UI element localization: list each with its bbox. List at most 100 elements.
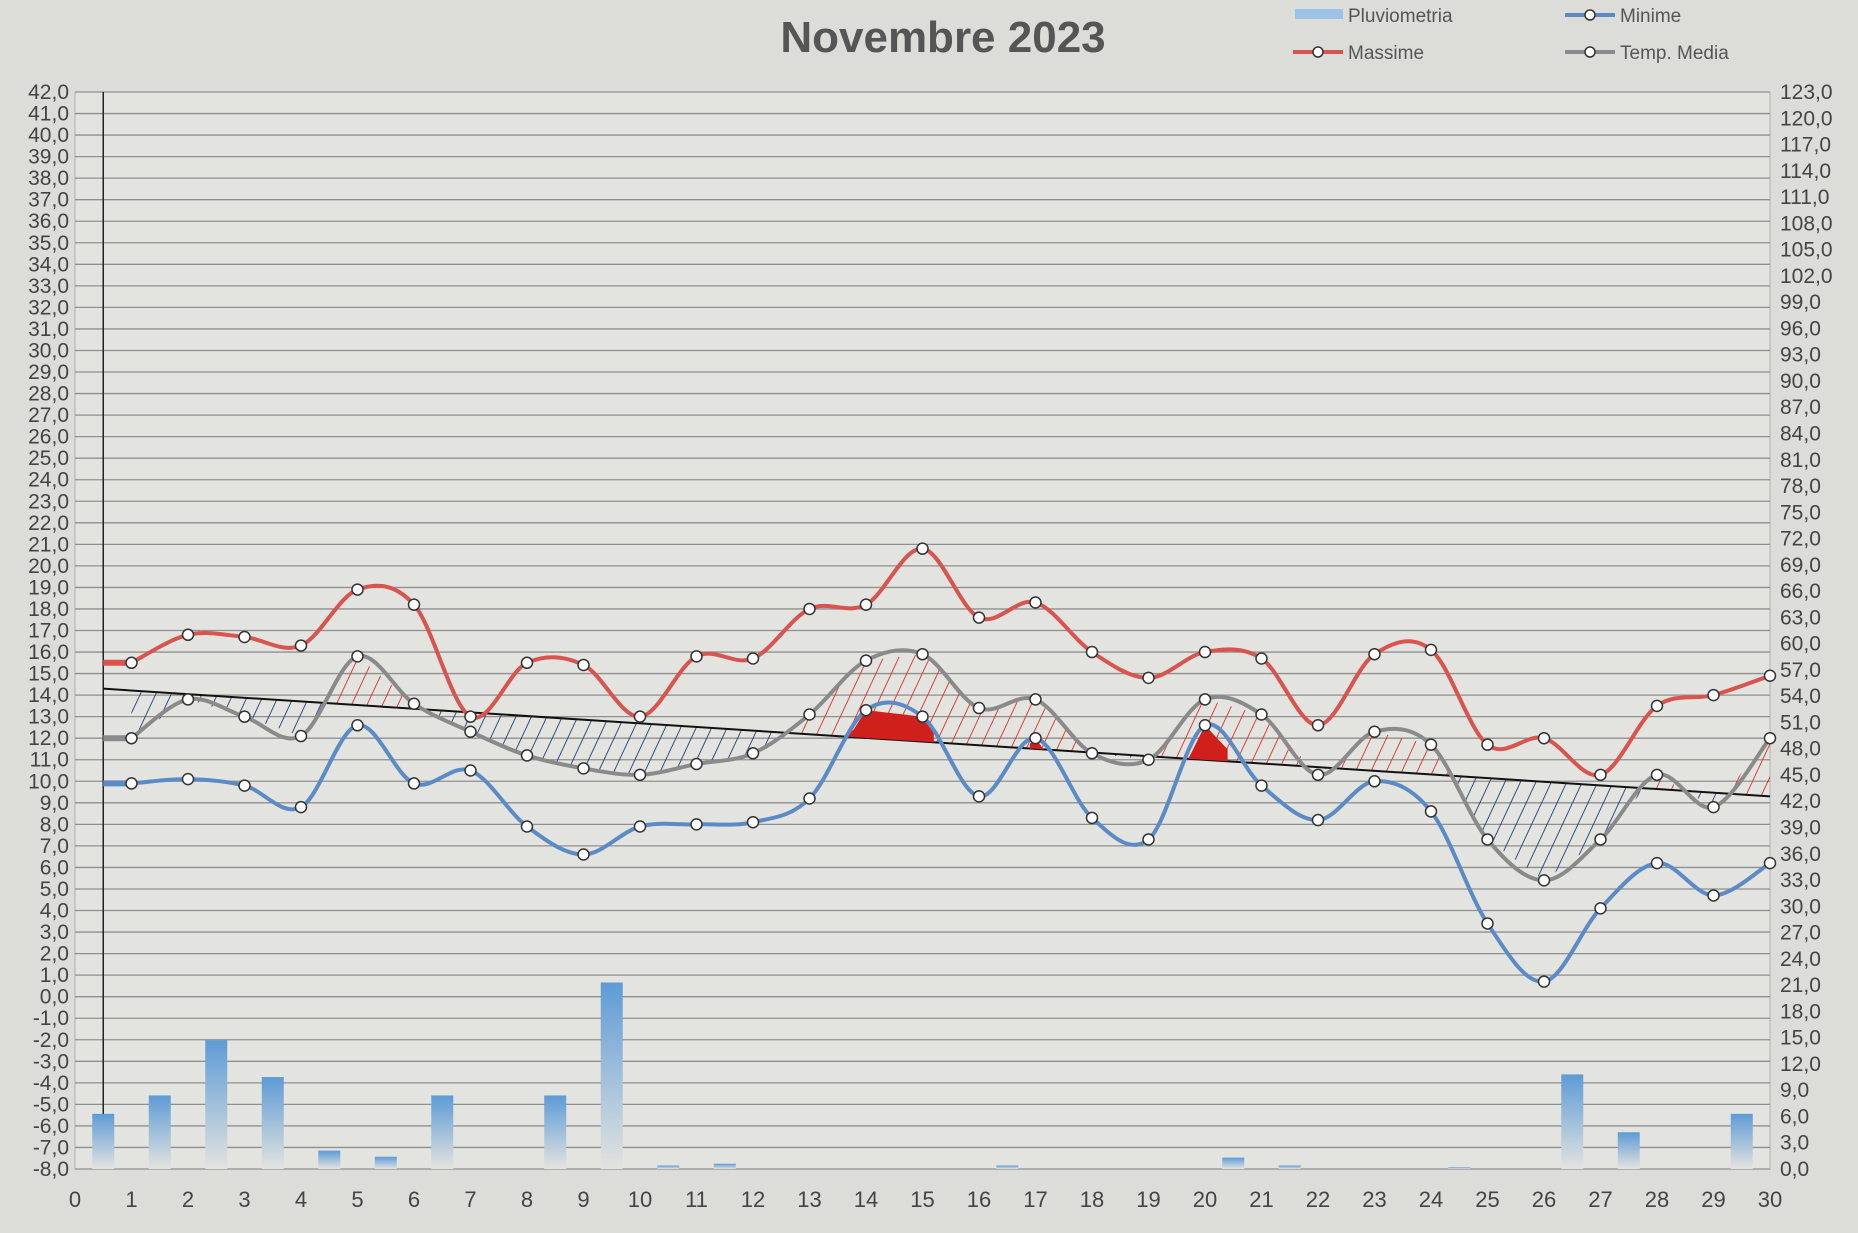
x-tick-label: 16: [967, 1187, 991, 1212]
y2-tick-label: 93,0: [1780, 344, 1821, 367]
y2-tick-label: 54,0: [1780, 685, 1821, 708]
series-point-minime: [520, 820, 534, 833]
series-point-temp-media: [1029, 693, 1042, 706]
y-tick-label: -4,0: [33, 1072, 69, 1095]
x-tick-label: 15: [910, 1187, 934, 1212]
y2-tick-label: 42,0: [1780, 790, 1821, 813]
series-point-minime: [1198, 719, 1212, 732]
series-point-temp-media: [1085, 747, 1099, 760]
y2-tick-label: 21,0: [1780, 974, 1821, 997]
y-tick-label: 20,0: [28, 555, 69, 578]
rain-bar: [544, 1095, 567, 1169]
y2-tick-label: 15,0: [1780, 1027, 1821, 1050]
y2-tick-label: 99,0: [1780, 291, 1821, 314]
series-point-temp-media: [1142, 753, 1155, 766]
x-tick-label: 5: [351, 1187, 363, 1212]
y-tick-label: 38,0: [28, 167, 69, 190]
series-point-minime: [1763, 856, 1777, 870]
y-tick-label: 39,0: [28, 146, 69, 169]
series-point-massime: [294, 639, 308, 652]
y-tick-label: 9,0: [40, 792, 69, 815]
y-tick-label: -6,0: [33, 1115, 69, 1138]
series-point-massime: [238, 630, 251, 644]
y2-tick-label: 66,0: [1780, 580, 1821, 603]
rain-bar: [600, 982, 623, 1169]
y-tick-label: 24,0: [28, 469, 69, 492]
legend-media-label: Temp. Media: [1620, 43, 1729, 64]
series-point-massime: [351, 583, 364, 596]
trend-fill: [324, 656, 358, 706]
y-tick-label: 19,0: [28, 576, 69, 599]
y-tick-label: 14,0: [28, 684, 69, 707]
x-tick-label: 1: [125, 1187, 137, 1212]
series-point-temp-media: [633, 768, 647, 782]
y2-tick-label: 24,0: [1780, 948, 1821, 971]
series-point-minime: [1085, 811, 1099, 825]
x-tick-label: 4: [295, 1187, 307, 1212]
y-tick-label: 11,0: [30, 749, 69, 772]
y-tick-label: 1,0: [40, 964, 69, 987]
y-tick-label: -1,0: [33, 1007, 69, 1030]
x-tick-label: 8: [521, 1187, 533, 1212]
series-point-minime: [1481, 917, 1494, 930]
series-point-temp-media: [1537, 874, 1551, 887]
y2-tick-label: 123,0: [1780, 81, 1833, 104]
series-point-massime: [1142, 671, 1155, 685]
series-point-minime: [125, 777, 138, 790]
y2-tick-label: 114,0: [1780, 160, 1831, 183]
series-point-temp-media: [1481, 833, 1494, 846]
series-point-temp-media: [1763, 731, 1777, 745]
y-tick-label: 17,0: [28, 620, 69, 643]
series-point-minime: [1537, 975, 1551, 988]
x-tick-label: 23: [1362, 1187, 1386, 1212]
series-point-massime: [972, 611, 986, 624]
y-tick-label: 16,0: [28, 641, 69, 664]
trend-fill: [470, 712, 527, 756]
y2-tick-label: 111,0: [1780, 186, 1829, 209]
x-tick-label: 25: [1475, 1187, 1499, 1212]
trend-fill: [583, 719, 640, 775]
x-tick-label: 22: [1306, 1187, 1330, 1212]
trend-fill: [527, 716, 584, 769]
series-point-temp-media: [1707, 800, 1720, 814]
y-tick-label: 30,0: [28, 339, 69, 362]
series-point-minime: [633, 820, 647, 833]
x-tick-label: 6: [408, 1187, 420, 1212]
x-tick-label: 19: [1136, 1187, 1160, 1212]
y2-tick-label: 117,0: [1780, 134, 1831, 157]
warm-fill: [837, 710, 934, 743]
y-tick-label: 27,0: [28, 404, 69, 427]
y-tick-label: 22,0: [28, 512, 69, 535]
series-point-temp-media: [407, 697, 421, 710]
y-tick-label: 29,0: [28, 361, 69, 384]
y2-tick-label: 9,0: [1780, 1079, 1809, 1102]
y-tick-label: 23,0: [28, 490, 69, 513]
series-point-temp-media: [464, 725, 477, 738]
rain-bar: [261, 1077, 284, 1169]
series-point-massime: [1255, 652, 1268, 665]
series-point-minime: [803, 792, 816, 805]
warm-fill: [1188, 726, 1228, 762]
series-point-minime: [351, 719, 364, 732]
series-point-massime: [916, 542, 929, 555]
rain-bar: [657, 1165, 680, 1169]
y-tick-label: 34,0: [28, 253, 69, 276]
series-point-temp-media: [746, 747, 760, 760]
series-point-temp-media: [916, 647, 929, 661]
x-tick-label: 11: [685, 1187, 708, 1212]
series-point-minime: [238, 779, 251, 792]
chart-title: Novembre 2023: [780, 13, 1105, 62]
trend-fill: [979, 699, 1036, 749]
x-tick-label: 18: [1080, 1187, 1104, 1212]
series-point-temp-media: [803, 708, 816, 721]
y-tick-label: 4,0: [40, 900, 69, 923]
series-point-temp-media: [1311, 768, 1325, 782]
trend-fill: [1685, 790, 1714, 808]
trend-fill: [1374, 731, 1431, 775]
y-axis-left: 42,041,040,039,038,037,036,035,034,033,0…: [28, 81, 69, 1181]
x-tick-label: 9: [577, 1187, 589, 1212]
y-tick-label: 35,0: [28, 232, 69, 255]
y-tick-label: 12,0: [28, 727, 69, 750]
y-tick-label: 13,0: [28, 706, 69, 729]
